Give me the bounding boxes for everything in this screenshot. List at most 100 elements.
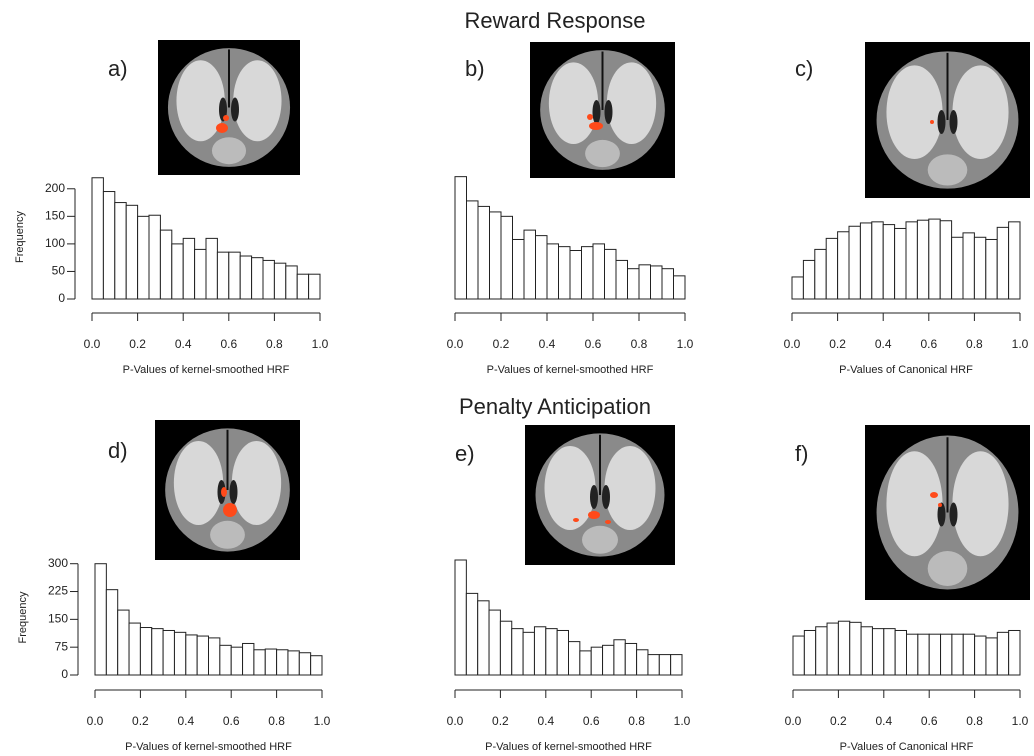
x-tick-label: 1.0: [677, 337, 694, 351]
bar: [952, 634, 963, 675]
activation-blob: [605, 520, 611, 524]
x-tick-label: 1.0: [1012, 337, 1029, 351]
bar: [209, 638, 220, 675]
bar: [274, 263, 285, 299]
bar: [152, 629, 163, 675]
bar: [804, 630, 815, 675]
bar: [466, 593, 477, 675]
brain-ventricle: [950, 110, 958, 134]
bar: [309, 274, 320, 299]
brain-matter: [607, 62, 656, 144]
bar: [593, 244, 605, 299]
bar: [639, 265, 651, 299]
y-tick-label: 0: [61, 667, 68, 681]
bar: [311, 656, 322, 675]
brain-ventricle: [950, 503, 958, 527]
brain-ventricle: [593, 100, 601, 124]
x-tick-label: 0.0: [785, 714, 802, 728]
brain-ventricle: [605, 100, 613, 124]
brain-stem: [585, 140, 620, 167]
bar: [286, 266, 297, 299]
bar: [467, 201, 479, 299]
x-tick-label: 0.4: [875, 337, 892, 351]
brain-ventricle: [590, 485, 598, 509]
panel-label: b): [465, 56, 485, 81]
bar: [974, 237, 985, 299]
brain-ventricle: [938, 110, 946, 134]
bar: [92, 178, 103, 299]
y-tick-label: 100: [45, 236, 65, 250]
bar: [297, 274, 308, 299]
bar: [160, 230, 171, 299]
x-tick-label: 0.6: [220, 337, 237, 351]
x-tick-label: 0.6: [585, 337, 602, 351]
panel-label: d): [108, 438, 128, 463]
bar: [129, 623, 140, 675]
bar: [616, 260, 628, 299]
panel-label: a): [108, 56, 128, 81]
brain-stem: [210, 521, 245, 549]
bar: [625, 643, 636, 675]
panel-label: c): [795, 56, 813, 81]
bar: [243, 643, 254, 675]
bar: [229, 252, 240, 299]
bar: [174, 632, 185, 675]
bar: [183, 238, 194, 299]
bar: [231, 647, 242, 675]
bar: [997, 227, 1008, 299]
bar: [997, 632, 1008, 675]
bar: [671, 655, 682, 675]
bar: [118, 610, 129, 675]
brain-matter: [952, 65, 1008, 159]
bar: [265, 649, 276, 675]
bar: [929, 219, 940, 299]
bar: [489, 610, 500, 675]
bar: [659, 655, 670, 675]
x-tick-label: 0.4: [539, 337, 556, 351]
bar: [138, 216, 149, 299]
bar: [240, 256, 251, 299]
bar: [254, 650, 265, 675]
bar: [614, 640, 625, 675]
x-tick-label: 0.4: [177, 714, 194, 728]
bar: [1009, 630, 1020, 675]
bar: [524, 230, 536, 299]
y-tick-label: 300: [48, 556, 68, 570]
bar: [195, 249, 206, 299]
x-tick-label: 0.2: [493, 337, 510, 351]
y-axis-label: Frequency: [14, 211, 26, 263]
bar: [952, 237, 963, 299]
bar: [872, 629, 883, 675]
x-tick-label: 0.0: [447, 714, 464, 728]
x-tick-label: 1.0: [314, 714, 331, 728]
bar: [126, 205, 137, 299]
activation-blob: [938, 503, 942, 507]
bar: [883, 225, 894, 299]
bar: [827, 623, 838, 675]
x-axis-label: P-Values of kernel-smoothed HRF: [125, 741, 292, 753]
bar: [918, 634, 929, 675]
activation-blob: [223, 503, 237, 517]
bar: [792, 277, 803, 299]
x-axis-label: P-Values of Canonical HRF: [840, 741, 974, 753]
bar: [197, 636, 208, 675]
bar: [252, 258, 263, 299]
y-tick-label: 0: [58, 291, 65, 305]
y-axis-label: Frequency: [17, 591, 29, 643]
panel-label: f): [795, 441, 808, 466]
brain-matter: [605, 446, 656, 530]
bar: [826, 238, 837, 299]
x-tick-label: 0.8: [266, 337, 283, 351]
bar: [206, 238, 217, 299]
bar: [986, 638, 997, 675]
bar: [605, 249, 617, 299]
bar: [512, 629, 523, 675]
bar: [850, 622, 861, 675]
brain-matter: [886, 451, 942, 556]
bar: [580, 651, 591, 675]
brain-matter: [549, 62, 598, 144]
x-tick-label: 0.6: [583, 714, 600, 728]
brain-stem: [582, 526, 618, 554]
x-axis-label: P-Values of kernel-smoothed HRF: [487, 364, 654, 376]
bar: [534, 627, 545, 675]
